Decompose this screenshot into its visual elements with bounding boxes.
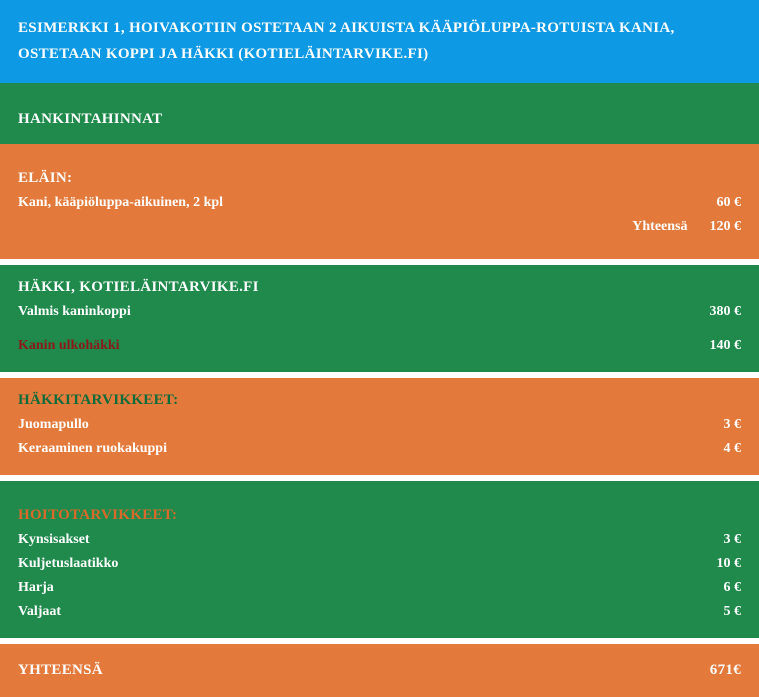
cage-supplies-row-1: Juomapullo 3 € [18, 413, 741, 437]
total-value: 671€ [710, 662, 741, 679]
animal-subtotal-label: Yhteensä [632, 219, 687, 235]
care-1-value: 3 € [681, 532, 741, 548]
pricing-table: ESIMERKKI 1, HOIVAKOTIIN OSTETAAN 2 AIKU… [0, 0, 759, 697]
care-row-1: Kynsisakset 3 € [18, 528, 741, 552]
cage-row-2: Kanin ulkohäkki 140 € [18, 334, 741, 358]
acquisition-title: HANKINTAHINNAT [18, 83, 741, 144]
animal-subtotal: Yhteensä 120 € [18, 215, 741, 249]
total-row: YHTEENSÄ 671€ [18, 644, 741, 697]
care-supplies-section: HOITOTARVIKKEET: Kynsisakset 3 € Kuljetu… [0, 481, 759, 638]
header-line-1: ESIMERKKI 1, HOIVAKOTIIN OSTETAAN 2 AIKU… [18, 16, 741, 42]
care-4-label: Valjaat [18, 604, 681, 620]
animal-section: ELÄIN: Kani, kääpiöluppa-aikuinen, 2 kpl… [0, 144, 759, 259]
cage-supplies-1-label: Juomapullo [18, 417, 681, 433]
header: ESIMERKKI 1, HOIVAKOTIIN OSTETAAN 2 AIKU… [0, 0, 759, 83]
care-4-value: 5 € [681, 604, 741, 620]
cage-supplies-section: HÄKKITARVIKKEET: Juomapullo 3 € Keraamin… [0, 378, 759, 475]
cage-item-1-value: 380 € [681, 304, 741, 320]
care-2-value: 10 € [681, 556, 741, 572]
cage-title: HÄKKI, KOTIELÄINTARVIKE.FI [18, 265, 741, 300]
header-line-2: OSTETAAN KOPPI JA HÄKKI (KOTIELÄINTARVIK… [18, 42, 741, 68]
animal-item-label: Kani, kääpiöluppa-aikuinen, 2 kpl [18, 195, 681, 211]
care-3-label: Harja [18, 580, 681, 596]
cage-item-2-label: Kanin ulkohäkki [18, 338, 681, 354]
animal-title: ELÄIN: [18, 144, 741, 191]
care-row-2: Kuljetuslaatikko 10 € [18, 552, 741, 576]
cage-row-1: Valmis kaninkoppi 380 € [18, 300, 741, 324]
total-section: YHTEENSÄ 671€ [0, 644, 759, 697]
care-supplies-title: HOITOTARVIKKEET: [18, 481, 741, 528]
total-label: YHTEENSÄ [18, 662, 103, 679]
cage-supplies-title: HÄKKITARVIKKEET: [18, 378, 741, 413]
care-row-4: Valjaat 5 € [18, 600, 741, 624]
animal-subtotal-value: 120 € [710, 219, 742, 235]
cage-supplies-2-label: Keraaminen ruokakuppi [18, 441, 681, 457]
care-3-value: 6 € [681, 580, 741, 596]
care-row-3: Harja 6 € [18, 576, 741, 600]
cage-item-2-value: 140 € [681, 338, 741, 354]
cage-supplies-1-value: 3 € [681, 417, 741, 433]
cage-section: HÄKKI, KOTIELÄINTARVIKE.FI Valmis kanink… [0, 265, 759, 372]
care-2-label: Kuljetuslaatikko [18, 556, 681, 572]
cage-item-1-label: Valmis kaninkoppi [18, 304, 681, 320]
animal-row: Kani, kääpiöluppa-aikuinen, 2 kpl 60 € [18, 191, 741, 215]
cage-supplies-2-value: 4 € [681, 441, 741, 457]
care-1-label: Kynsisakset [18, 532, 681, 548]
acquisition-heading: HANKINTAHINNAT [0, 83, 759, 144]
animal-item-value: 60 € [681, 195, 741, 211]
cage-supplies-row-2: Keraaminen ruokakuppi 4 € [18, 437, 741, 461]
